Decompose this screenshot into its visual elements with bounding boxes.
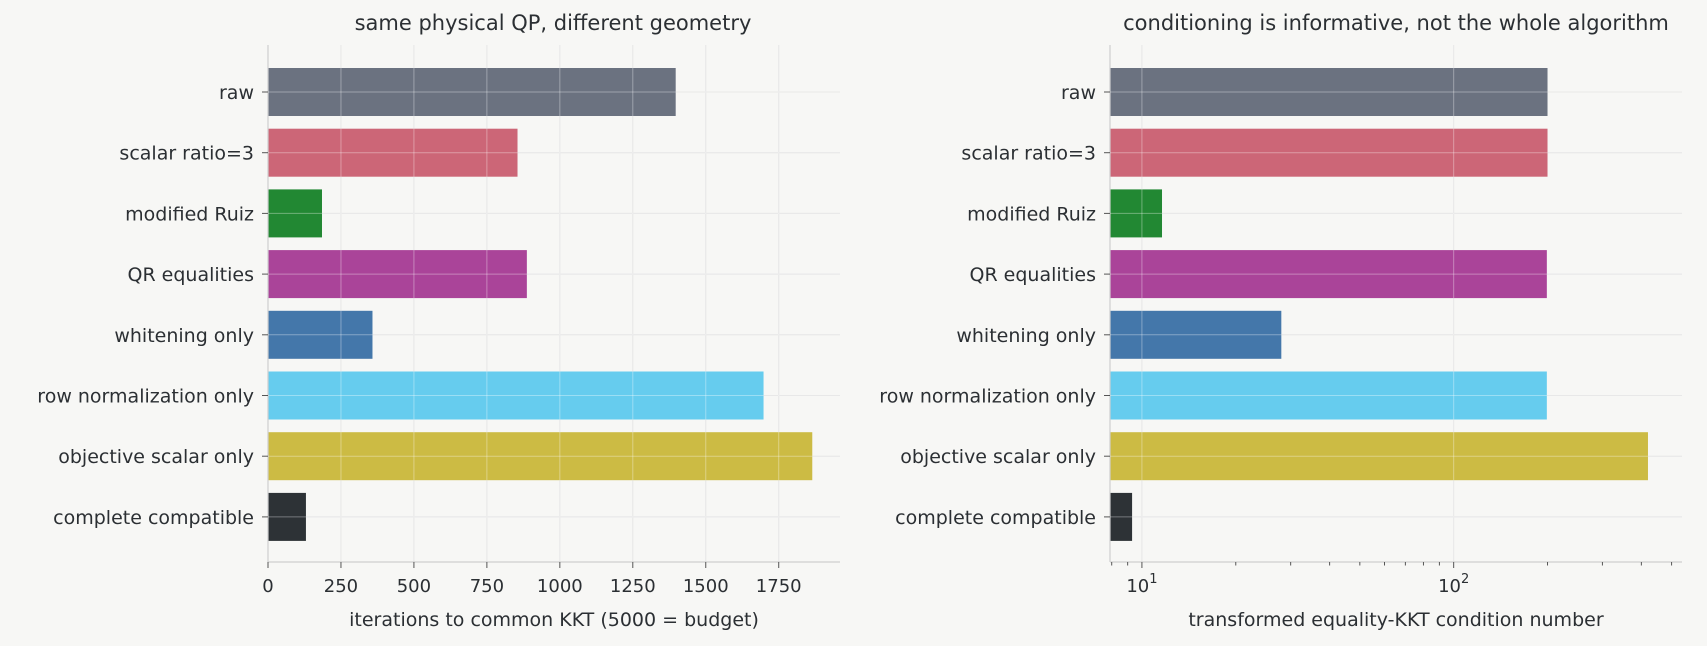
bar [1110, 432, 1648, 481]
bar [1110, 371, 1547, 420]
x-tick-label: 1750 [756, 576, 802, 597]
bar [1110, 189, 1163, 238]
category-label: objective scalar only [900, 446, 1096, 468]
bar [268, 432, 813, 481]
category-label: raw [1061, 82, 1096, 104]
bar [1110, 492, 1133, 541]
x-tick-label: 1250 [610, 576, 656, 597]
bar [268, 128, 518, 177]
category-label: scalar ratio=3 [119, 143, 254, 165]
x-axis-label: iterations to common KKT (5000 = budget) [349, 609, 759, 631]
x-tick-label: 0 [262, 576, 273, 597]
bar [268, 492, 306, 541]
bar [1110, 128, 1548, 177]
bar [268, 68, 676, 116]
category-label: whitening only [114, 325, 254, 347]
bar [268, 310, 373, 359]
x-tick-label: 500 [397, 576, 431, 597]
category-label: row normalization only [879, 386, 1096, 408]
category-label: raw [219, 82, 254, 104]
x-axis-label: transformed equality-KKT condition numbe… [1188, 609, 1603, 631]
category-label: scalar ratio=3 [961, 143, 1096, 165]
chart-title: same physical QP, different geometry [355, 11, 752, 35]
category-label: complete compatible [53, 507, 254, 529]
bar [1110, 250, 1547, 299]
category-label: complete compatible [895, 507, 1096, 529]
category-label: whitening only [956, 325, 1096, 347]
category-label: QR equalities [127, 264, 254, 286]
x-tick-label: 250 [324, 576, 358, 597]
x-tick-label: 1500 [683, 576, 729, 597]
category-label: QR equalities [969, 264, 1096, 286]
x-tick-label: 1000 [537, 576, 583, 597]
category-label: row normalization only [37, 386, 254, 408]
chart-title: conditioning is informative, not the who… [1123, 11, 1669, 35]
bar [268, 189, 322, 238]
bar [1110, 68, 1548, 116]
category-label: modified Ruiz [125, 203, 254, 225]
bar [268, 371, 764, 420]
bar [268, 250, 527, 299]
left-panel: same physical QP, different geometry raw s… [37, 11, 840, 631]
category-label: modified Ruiz [967, 203, 1096, 225]
x-tick-label: 101 [1126, 572, 1157, 597]
right-panel: conditioning is informative, not the who… [879, 11, 1682, 631]
bar [1110, 310, 1282, 359]
x-tick-label: 102 [1438, 572, 1469, 597]
x-tick-label: 750 [470, 576, 504, 597]
category-label: objective scalar only [58, 446, 254, 468]
